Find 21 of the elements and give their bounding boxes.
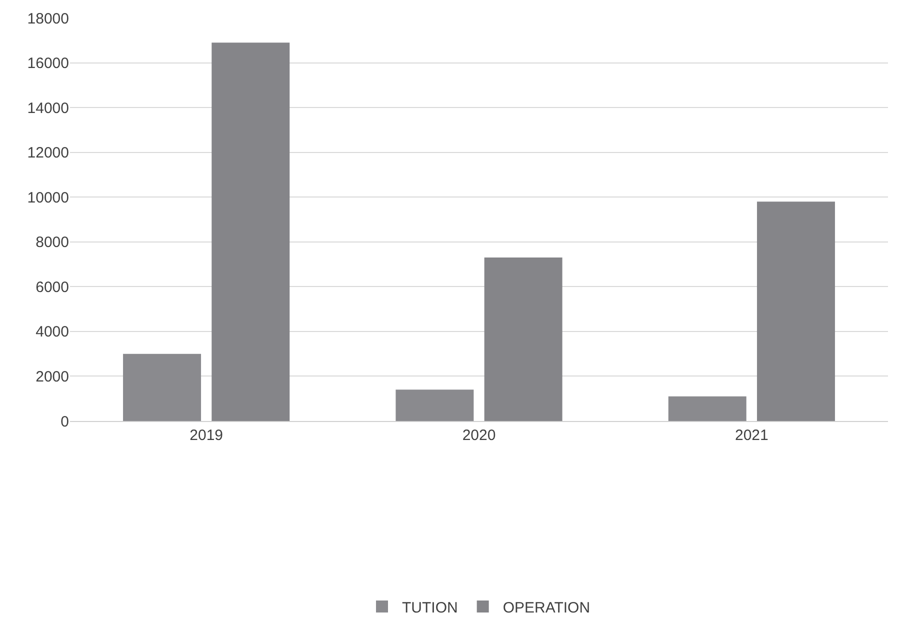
bar <box>668 396 746 421</box>
y-tick-label: 16000 <box>27 55 69 72</box>
y-tick-label: 6000 <box>36 278 69 296</box>
legend-label: OPERATION <box>502 599 590 616</box>
x-tick-label: 2021 <box>734 427 768 444</box>
bar <box>212 42 290 421</box>
x-tick-label: 2020 <box>462 427 496 444</box>
bar <box>756 202 835 421</box>
x-tick-label: 2019 <box>190 427 224 444</box>
y-tick-label: 0 <box>60 413 69 430</box>
bar <box>484 258 562 421</box>
y-tick-label: 10000 <box>27 189 69 206</box>
y-tick-label: 8000 <box>36 234 69 252</box>
y-tick-label: 18000 <box>27 10 69 28</box>
legend-label: TUTION <box>402 599 458 616</box>
y-tick-label: 2000 <box>36 368 69 386</box>
bar <box>396 390 474 421</box>
y-tick-label: 4000 <box>36 324 69 341</box>
y-tick-label: 14000 <box>27 100 69 117</box>
y-tick-label: 12000 <box>27 144 69 162</box>
bar <box>123 354 202 421</box>
